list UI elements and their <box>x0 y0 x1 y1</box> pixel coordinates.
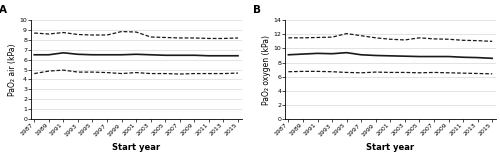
Text: B: B <box>253 5 261 15</box>
X-axis label: Start year: Start year <box>366 143 414 152</box>
X-axis label: Start year: Start year <box>112 143 160 152</box>
Y-axis label: PaO₂ air (kPa): PaO₂ air (kPa) <box>8 43 16 96</box>
Text: A: A <box>0 5 7 15</box>
Y-axis label: PaO₂ oxygen (kPa): PaO₂ oxygen (kPa) <box>262 35 270 105</box>
